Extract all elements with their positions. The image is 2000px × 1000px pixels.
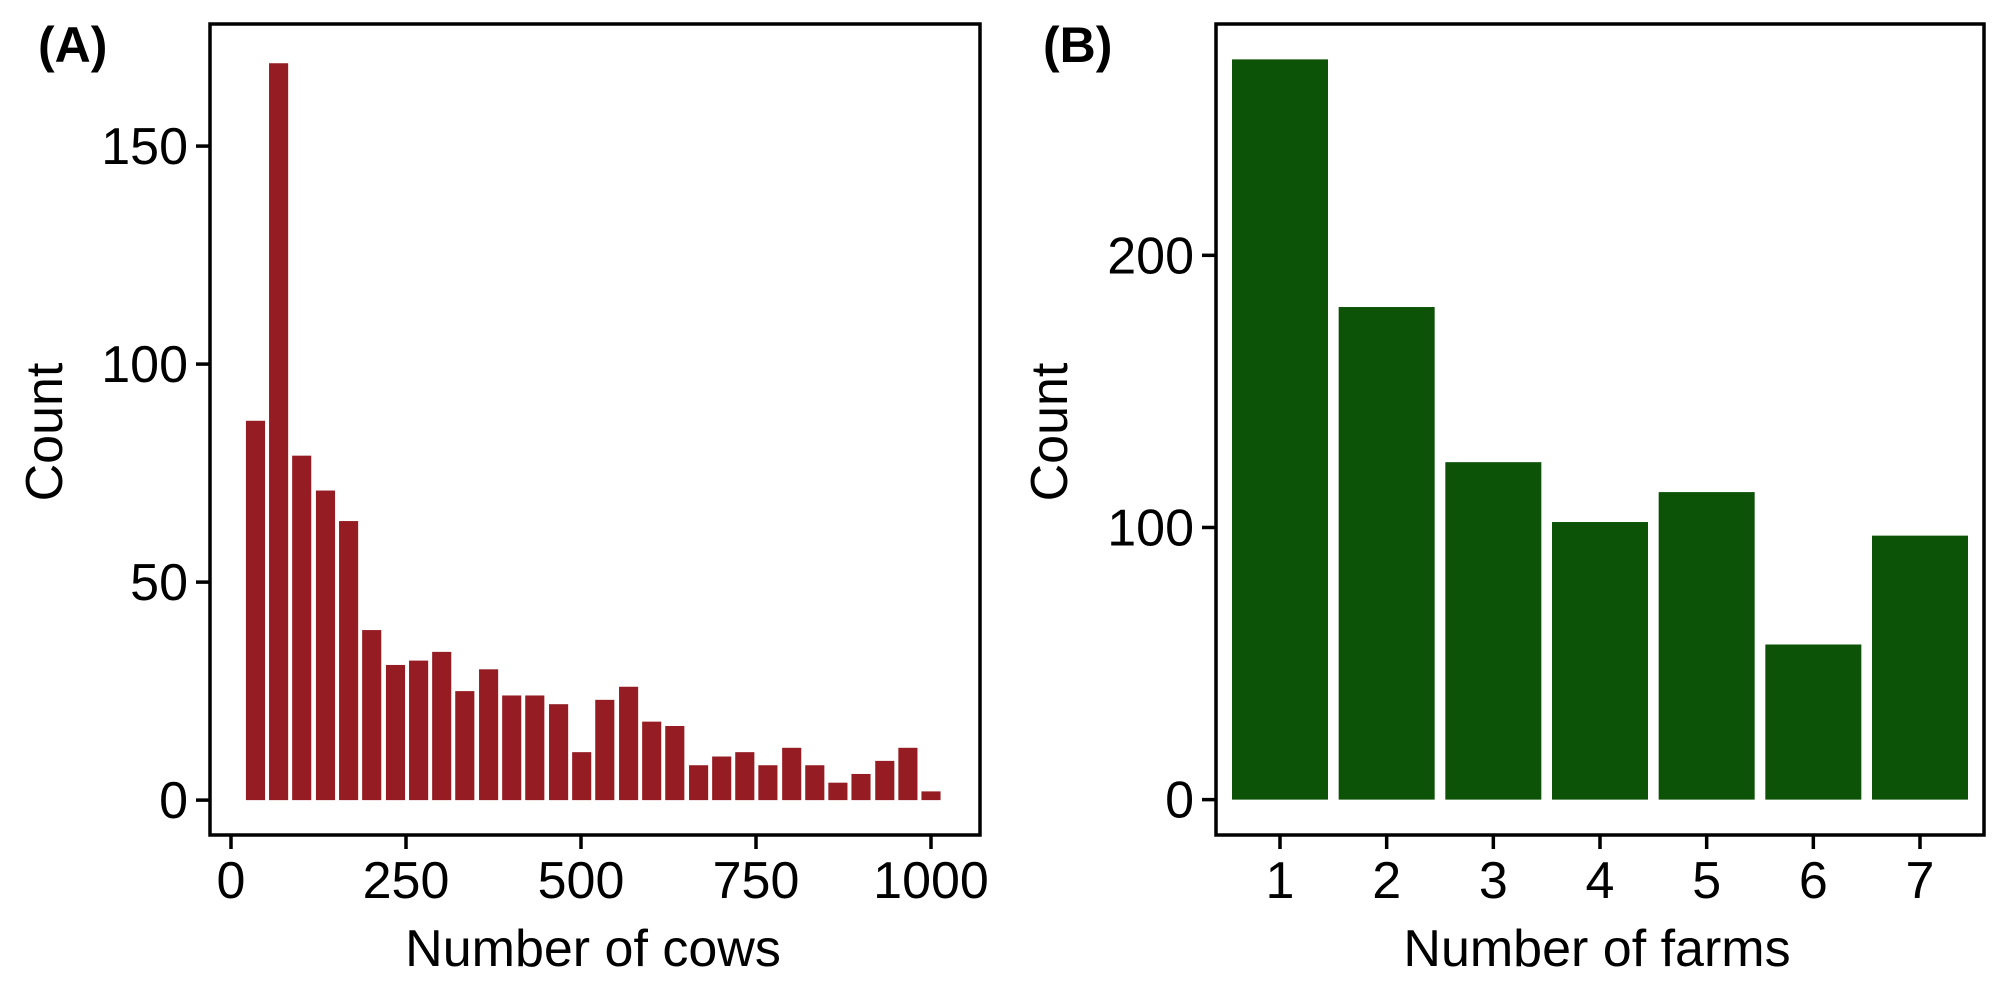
panel-a-bar xyxy=(758,765,778,801)
panel-a-x-tick-label: 500 xyxy=(538,852,625,910)
panel-a-bar xyxy=(292,455,312,801)
panel-a-bar xyxy=(245,420,266,801)
panel-a-bars xyxy=(245,63,941,801)
panel-a-bar xyxy=(875,760,895,801)
panel-a-y-tick-label: 0 xyxy=(159,772,188,830)
panel-a-bar xyxy=(712,756,732,801)
panel-b-x-tick-label: 7 xyxy=(1906,852,1935,910)
panel-a-bar xyxy=(385,664,406,801)
panel-b-x-tick-label: 2 xyxy=(1372,852,1401,910)
panel-a-bar xyxy=(642,721,662,801)
panel-a-bar xyxy=(619,686,639,801)
panel-a-y-tick-label: 150 xyxy=(101,118,188,176)
panel-b-bar xyxy=(1445,462,1542,800)
panel-a-x-tick-label: 0 xyxy=(217,852,246,910)
panel-a-bar xyxy=(455,691,475,801)
panel-a-bar xyxy=(735,752,755,801)
panel-a-x-tick-label: 250 xyxy=(363,852,450,910)
panel-a-bar xyxy=(572,752,592,801)
panel-a-bar xyxy=(315,490,336,801)
panel-b-label: (B) xyxy=(1043,17,1112,73)
panel-a-bar xyxy=(549,704,569,801)
panel-b-y-ticks: 0 100 200 xyxy=(1107,227,1216,830)
panel-b-bar xyxy=(1232,59,1328,800)
panel-a-y-ticks: 0 50 100 150 xyxy=(101,118,210,830)
panel-b-y-tick-label: 200 xyxy=(1107,227,1194,285)
panel-a-x-tick-label: 750 xyxy=(713,852,800,910)
panel-b-bar xyxy=(1872,535,1968,800)
panel-b-x-tick-label: 5 xyxy=(1692,852,1721,910)
panel-a-bar xyxy=(479,669,499,801)
panel-a-bar xyxy=(805,765,825,801)
panel-a-bar xyxy=(269,63,289,801)
panel-b-x-axis-title: Number of farms xyxy=(1403,920,1790,978)
panel-b-bars xyxy=(1232,59,1968,800)
panel-b-bar xyxy=(1765,644,1862,800)
panel-a-bar xyxy=(828,782,848,801)
panel-a-y-tick-label: 100 xyxy=(101,336,188,394)
panel-b-x-tick-label: 3 xyxy=(1479,852,1508,910)
panel-a-bar xyxy=(782,747,802,801)
panel-a-label: (A) xyxy=(38,17,107,73)
panel-a-bar xyxy=(409,660,429,801)
panel-b-x-tick-label: 4 xyxy=(1586,852,1615,910)
panel-a-bar xyxy=(665,725,685,801)
panel-a-bar xyxy=(432,651,452,801)
panel-a-y-tick-label: 50 xyxy=(130,554,188,612)
panel-b-bar-chart: (B) 0 100 200 1 2 3 4 5 6 7 Number of farms Coun… xyxy=(1021,17,1986,978)
panel-a-bar xyxy=(851,773,871,801)
panel-a-x-tick-label: 1000 xyxy=(873,852,989,910)
panel-b-y-tick-label: 0 xyxy=(1165,772,1194,830)
panel-a-y-axis-title: Count xyxy=(16,362,74,501)
panel-b-x-tick-label: 6 xyxy=(1799,852,1828,910)
panel-a-bar xyxy=(362,630,382,801)
panel-b-x-tick-label: 1 xyxy=(1266,852,1295,910)
panel-a-bar xyxy=(689,765,709,801)
panel-b-bar xyxy=(1658,492,1755,800)
panel-a-bar xyxy=(525,695,545,801)
panel-a-histogram: (A) 0 50 100 150 0 250 500 750 1000 Number of c… xyxy=(16,17,989,978)
panel-a-bar xyxy=(898,747,918,801)
panel-b-bar xyxy=(1338,307,1435,800)
panel-a-bar xyxy=(502,695,522,801)
panel-a-bar xyxy=(339,521,359,801)
panel-a-x-ticks: 0 250 500 750 1000 xyxy=(217,835,989,910)
panel-b-x-ticks: 1 2 3 4 5 6 7 xyxy=(1266,835,1935,910)
panel-a-frame xyxy=(208,22,982,837)
panel-a-x-axis-title: Number of cows xyxy=(405,920,781,978)
panel-b-bar xyxy=(1552,522,1648,800)
panel-b-y-axis-title: Count xyxy=(1021,362,1079,501)
panel-a-bar xyxy=(921,791,941,801)
panel-b-y-tick-label: 100 xyxy=(1107,499,1194,557)
panel-a-bar xyxy=(595,699,615,801)
